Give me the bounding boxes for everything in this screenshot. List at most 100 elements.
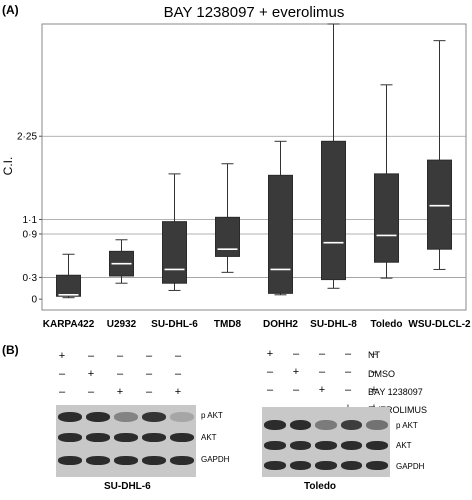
panel-a-label: (A): [2, 3, 19, 17]
left-sign-2-0: –: [58, 386, 66, 398]
left-sign-1-0: –: [58, 368, 66, 380]
chart-title: BAY 1238097 + everolimus: [164, 4, 345, 21]
box-plot: BAY 1238097 + everolimus 0 0·3 0·9 1·1 2·25 C.…: [1, 4, 471, 330]
right-sign-2-3: –: [344, 384, 352, 396]
right-sign-0-0: +: [266, 348, 274, 360]
box-7: [427, 159, 452, 250]
right-sign-1-2: –: [318, 366, 326, 378]
band-label-pakt: p AKT: [201, 411, 223, 420]
cell-line-label: SU-DHL-6: [104, 481, 151, 492]
y-tick-label-4: 2·25: [17, 132, 37, 143]
plot-frame: [41, 23, 467, 311]
right-band-2-2: [315, 461, 337, 470]
left-sign-2-2: +: [116, 386, 124, 398]
left-band-1-2: [114, 433, 138, 442]
x-tick-label-0: KARPA422: [43, 319, 95, 330]
y-tick-label-2: 0·9: [23, 229, 38, 240]
right-sign-2-0: –: [266, 384, 274, 396]
left-band-1-3: [142, 433, 166, 442]
right-sign-0-3: –: [344, 348, 352, 360]
right-sign-2-4: +: [370, 384, 378, 396]
right-sign-0-2: –: [318, 348, 326, 360]
cell-line-label-right: Toledo: [304, 481, 337, 492]
left-sign-0-2: –: [116, 350, 124, 362]
band-label-pakt-right: p AKT: [396, 421, 418, 430]
left-band-1-0: [58, 433, 82, 442]
right-sign-0-1: –: [292, 348, 300, 360]
right-band-0-2: [315, 420, 337, 430]
right-band-1-1: [289, 441, 312, 450]
left-band-0-1: [86, 412, 110, 422]
left-band-0-0: [58, 412, 82, 422]
left-sign-2-1: –: [87, 386, 95, 398]
box-6: [374, 173, 399, 263]
left-band-2-4: [170, 456, 194, 465]
left-sign-0-4: –: [174, 350, 182, 362]
left-band-0-2: [114, 412, 138, 422]
box-5: [321, 140, 346, 281]
right-sign-2-2: +: [318, 384, 326, 396]
band-label-gapdh-right: GAPDH: [396, 462, 425, 471]
left-band-2-2: [114, 456, 138, 465]
box-3: [215, 216, 240, 257]
left-band-2-0: [58, 456, 82, 465]
right-band-2-1: [289, 461, 312, 470]
blot-right-image: [262, 407, 390, 477]
x-tick-label-1: U2932: [107, 319, 137, 330]
treatment-label-nt: NT: [368, 350, 380, 360]
left-sign-0-1: –: [87, 350, 95, 362]
right-band-1-3: [340, 441, 363, 450]
left-band-1-4: [170, 433, 194, 442]
x-tick-label-3: TMD8: [214, 319, 242, 330]
left-band-0-3: [142, 412, 166, 422]
right-band-0-3: [340, 420, 363, 430]
treatment-label-dmso: DMSO: [368, 369, 395, 379]
left-sign-2-3: –: [145, 386, 153, 398]
right-band-0-4: [366, 420, 388, 430]
left-band-1-1: [86, 433, 110, 442]
left-sign-0-0: +: [58, 350, 66, 362]
right-sign-0-4: –: [370, 348, 378, 360]
right-sign-2-1: –: [292, 384, 300, 396]
y-axis-label: C.I.: [1, 157, 15, 176]
right-sign-1-1: +: [292, 366, 300, 378]
y-tick-label-0: 0: [31, 295, 37, 306]
left-sign-1-4: –: [174, 368, 182, 380]
treatment-label-bay: BAY 1238097: [368, 387, 423, 397]
right-band-0-0: [264, 420, 286, 430]
blot-left: +–––––+–––––+–+–––++ p AKT AKT GAPDH SU-…: [0, 345, 236, 495]
x-tick-label-4: DOHH2: [263, 319, 298, 330]
left-sign-1-2: –: [116, 368, 124, 380]
x-tick-label-6: Toledo: [370, 319, 402, 330]
band-label-akt-right: AKT: [396, 441, 412, 450]
right-band-2-4: [366, 461, 388, 470]
right-sign-1-4: –: [370, 366, 378, 378]
left-band-2-1: [86, 456, 110, 465]
y-tick-label-1: 0·3: [23, 273, 38, 284]
left-band-0-4: [170, 412, 194, 422]
band-label-gapdh: GAPDH: [201, 455, 230, 464]
box-2: [162, 221, 187, 284]
x-tick-label-7: WSU-DLCL-2: [408, 319, 471, 330]
left-sign-2-4: +: [174, 386, 182, 398]
panel-b-label: (B): [2, 343, 19, 357]
left-sign-0-3: –: [145, 350, 153, 362]
right-sign-1-0: –: [266, 366, 274, 378]
right-sign-1-3: –: [344, 366, 352, 378]
box-0: [56, 274, 81, 297]
x-tick-label-5: SU-DHL-8: [310, 319, 357, 330]
x-tick-label-2: SU-DHL-6: [151, 319, 198, 330]
box-4: [268, 174, 293, 294]
right-band-2-0: [264, 461, 286, 470]
right-band-2-3: [340, 461, 363, 470]
blot-right: +–––––+–––––+–+–––++ NT DMSO BAY 1238097…: [236, 345, 472, 495]
left-sign-1-1: +: [87, 368, 95, 380]
treatment-label-everolimus: EVEROLIMUS: [368, 405, 428, 415]
band-label-akt: AKT: [201, 433, 217, 442]
left-band-2-3: [142, 456, 166, 465]
y-tick-label-3: 1·1: [23, 215, 38, 226]
right-band-0-1: [289, 420, 312, 430]
blot-left-image: [56, 405, 196, 477]
right-band-1-2: [315, 441, 337, 450]
